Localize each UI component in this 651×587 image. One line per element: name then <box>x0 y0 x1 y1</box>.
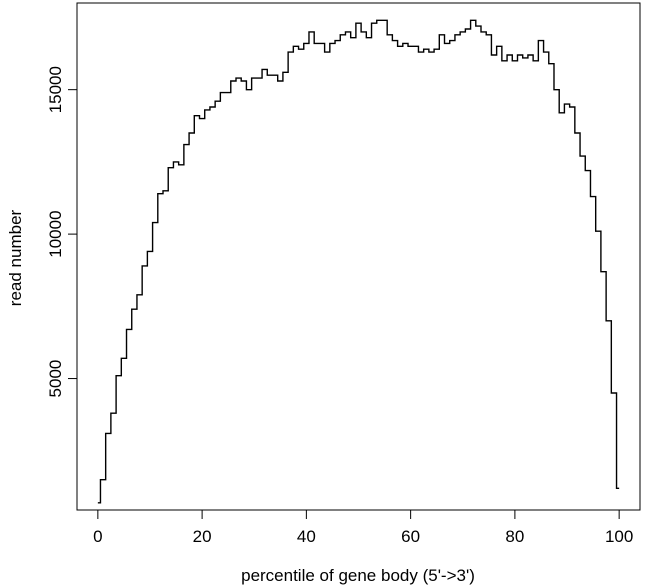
coverage-step-line <box>97 19 620 504</box>
x-axis-title: percentile of gene body (5'->3') <box>241 566 475 585</box>
x-tick-label: 100 <box>605 527 633 546</box>
y-axis-title: read number <box>6 209 25 306</box>
plot-frame <box>76 2 641 511</box>
x-tick-label: 0 <box>93 527 102 546</box>
x-tick-label: 20 <box>193 527 212 546</box>
y-tick-label: 5000 <box>46 360 65 398</box>
x-tick-label: 80 <box>505 527 524 546</box>
x-axis: 0 20 40 60 80 100 <box>93 509 633 546</box>
y-tick-label: 15000 <box>46 66 65 113</box>
y-tick-label: 10000 <box>46 210 65 257</box>
y-axis: 5000 10000 15000 <box>46 66 78 398</box>
x-tick-label: 60 <box>401 527 420 546</box>
x-tick-label: 40 <box>297 527 316 546</box>
plot-area <box>76 2 641 511</box>
